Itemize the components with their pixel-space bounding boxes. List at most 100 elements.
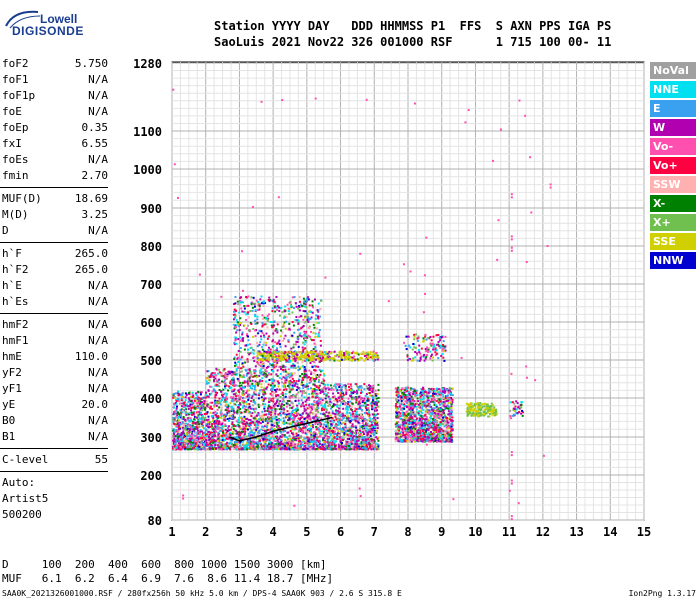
echo-point (285, 421, 288, 424)
echo-point (328, 447, 331, 450)
echo-point (247, 335, 250, 338)
echo-point (324, 387, 327, 390)
echo-point (269, 441, 272, 444)
echo-point (228, 370, 231, 373)
echo-point (229, 428, 232, 431)
echo-point (367, 448, 370, 451)
echo-point (372, 441, 375, 444)
echo-point (182, 434, 185, 437)
echo-point (219, 403, 222, 406)
echo-point (316, 396, 319, 399)
echo-point (232, 378, 235, 381)
echo-point (258, 303, 261, 306)
echo-point (260, 373, 263, 376)
echo-point (230, 414, 233, 417)
echo-point (256, 434, 259, 437)
param-name: foEs (2, 153, 29, 166)
echo-point (369, 387, 372, 390)
echo-point (279, 427, 282, 430)
echo-point (361, 447, 364, 450)
echo-point (366, 427, 369, 430)
echo-point (283, 427, 286, 430)
echo-point (325, 424, 328, 427)
legend-item-vo: Vo+ (650, 157, 696, 174)
echo-point (241, 339, 244, 342)
echo-point (306, 447, 309, 450)
echo-point (194, 436, 197, 439)
echo-point (228, 372, 231, 375)
echo-point (224, 424, 227, 427)
echo-point (310, 434, 313, 437)
echo-point (224, 373, 227, 376)
echo-point (282, 339, 285, 342)
echo-point (276, 445, 279, 448)
echo-point (204, 396, 207, 399)
echo-point (331, 430, 334, 433)
echo-point (241, 437, 244, 440)
echo-point (239, 412, 242, 415)
echo-point (341, 400, 344, 403)
echo-point (350, 434, 353, 437)
param-hes: h`Es N/A (2, 295, 108, 310)
echo-point (314, 418, 317, 421)
echo-point (282, 407, 285, 410)
echo-point (250, 296, 253, 299)
echo-point (313, 431, 316, 434)
echo-point (313, 440, 316, 443)
echo-point (301, 444, 304, 447)
param-hme: hmE 110.0 (2, 350, 108, 365)
echo-point (218, 420, 221, 423)
echo-point (331, 438, 334, 441)
echo-point (300, 441, 303, 444)
echo-point (234, 295, 237, 298)
divider (0, 187, 108, 188)
echo-point (346, 415, 349, 418)
echo-point (247, 410, 250, 413)
echo-point (240, 448, 243, 451)
echo-point (317, 416, 320, 419)
echo-point (305, 399, 308, 402)
echo-point (347, 427, 350, 430)
echo-point (315, 394, 318, 397)
echo-point (226, 409, 229, 412)
echo-point (294, 422, 297, 425)
echo-point (276, 446, 279, 449)
echo-point (244, 422, 247, 425)
echo-point (289, 300, 292, 303)
echo-point (311, 395, 314, 398)
echo-point (249, 427, 252, 430)
echo-point (260, 434, 263, 437)
echo-point (325, 446, 328, 449)
echo-point (341, 431, 344, 434)
echo-point (212, 438, 215, 441)
echo-point (228, 410, 231, 413)
echo-point (285, 444, 288, 447)
echo-point (285, 425, 288, 428)
echo-point (375, 448, 378, 451)
echo-point (225, 398, 228, 401)
echo-point (253, 441, 256, 444)
echo-point (273, 360, 276, 363)
echo-point (235, 384, 238, 387)
echo-point (354, 414, 357, 417)
echo-point (184, 392, 187, 395)
echo-point (198, 433, 201, 436)
echo-point (323, 423, 326, 426)
echo-point (254, 407, 257, 410)
echo-point (184, 439, 187, 442)
echo-point (355, 448, 358, 451)
echo-point (189, 441, 192, 444)
echo-point (271, 379, 274, 382)
echo-point (199, 446, 202, 449)
echo-point (276, 394, 279, 397)
echo-point (223, 444, 226, 447)
echo-point (273, 421, 276, 424)
echo-point (180, 408, 183, 411)
echo-point (241, 447, 244, 450)
echo-point (311, 300, 314, 303)
echo-point (235, 400, 238, 403)
echo-point (183, 428, 186, 431)
echo-point (356, 445, 359, 448)
echo-point (360, 433, 363, 436)
echo-point (258, 437, 261, 440)
